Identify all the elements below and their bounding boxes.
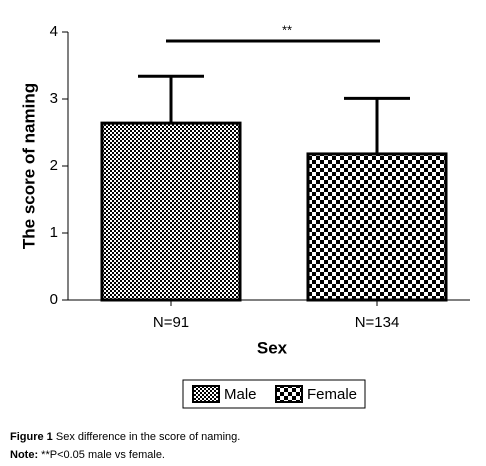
x-tick-label: N=134 xyxy=(355,314,400,331)
legend-swatch xyxy=(275,385,303,403)
annotation: ** xyxy=(282,22,292,37)
y-tick-label: 4 xyxy=(50,23,58,40)
legend-swatch xyxy=(192,385,220,403)
legend-label: Male xyxy=(224,386,257,403)
legend-label: Female xyxy=(307,386,357,403)
y-tick-label: 2 xyxy=(50,157,58,174)
caption: Figure 1 Sex difference in the score of … xyxy=(10,431,240,443)
note: Note: **P<0.05 male vs female. xyxy=(10,449,165,461)
y-axis-label: The score of naming xyxy=(19,83,38,249)
y-tick-label: 3 xyxy=(50,90,58,107)
x-axis-label: Sex xyxy=(257,338,288,357)
y-tick-label: 1 xyxy=(50,224,58,241)
bar xyxy=(100,121,242,302)
bar xyxy=(306,152,448,302)
x-tick-label: N=91 xyxy=(153,314,189,331)
y-tick-label: 0 xyxy=(50,291,58,308)
legend-box xyxy=(182,379,366,409)
